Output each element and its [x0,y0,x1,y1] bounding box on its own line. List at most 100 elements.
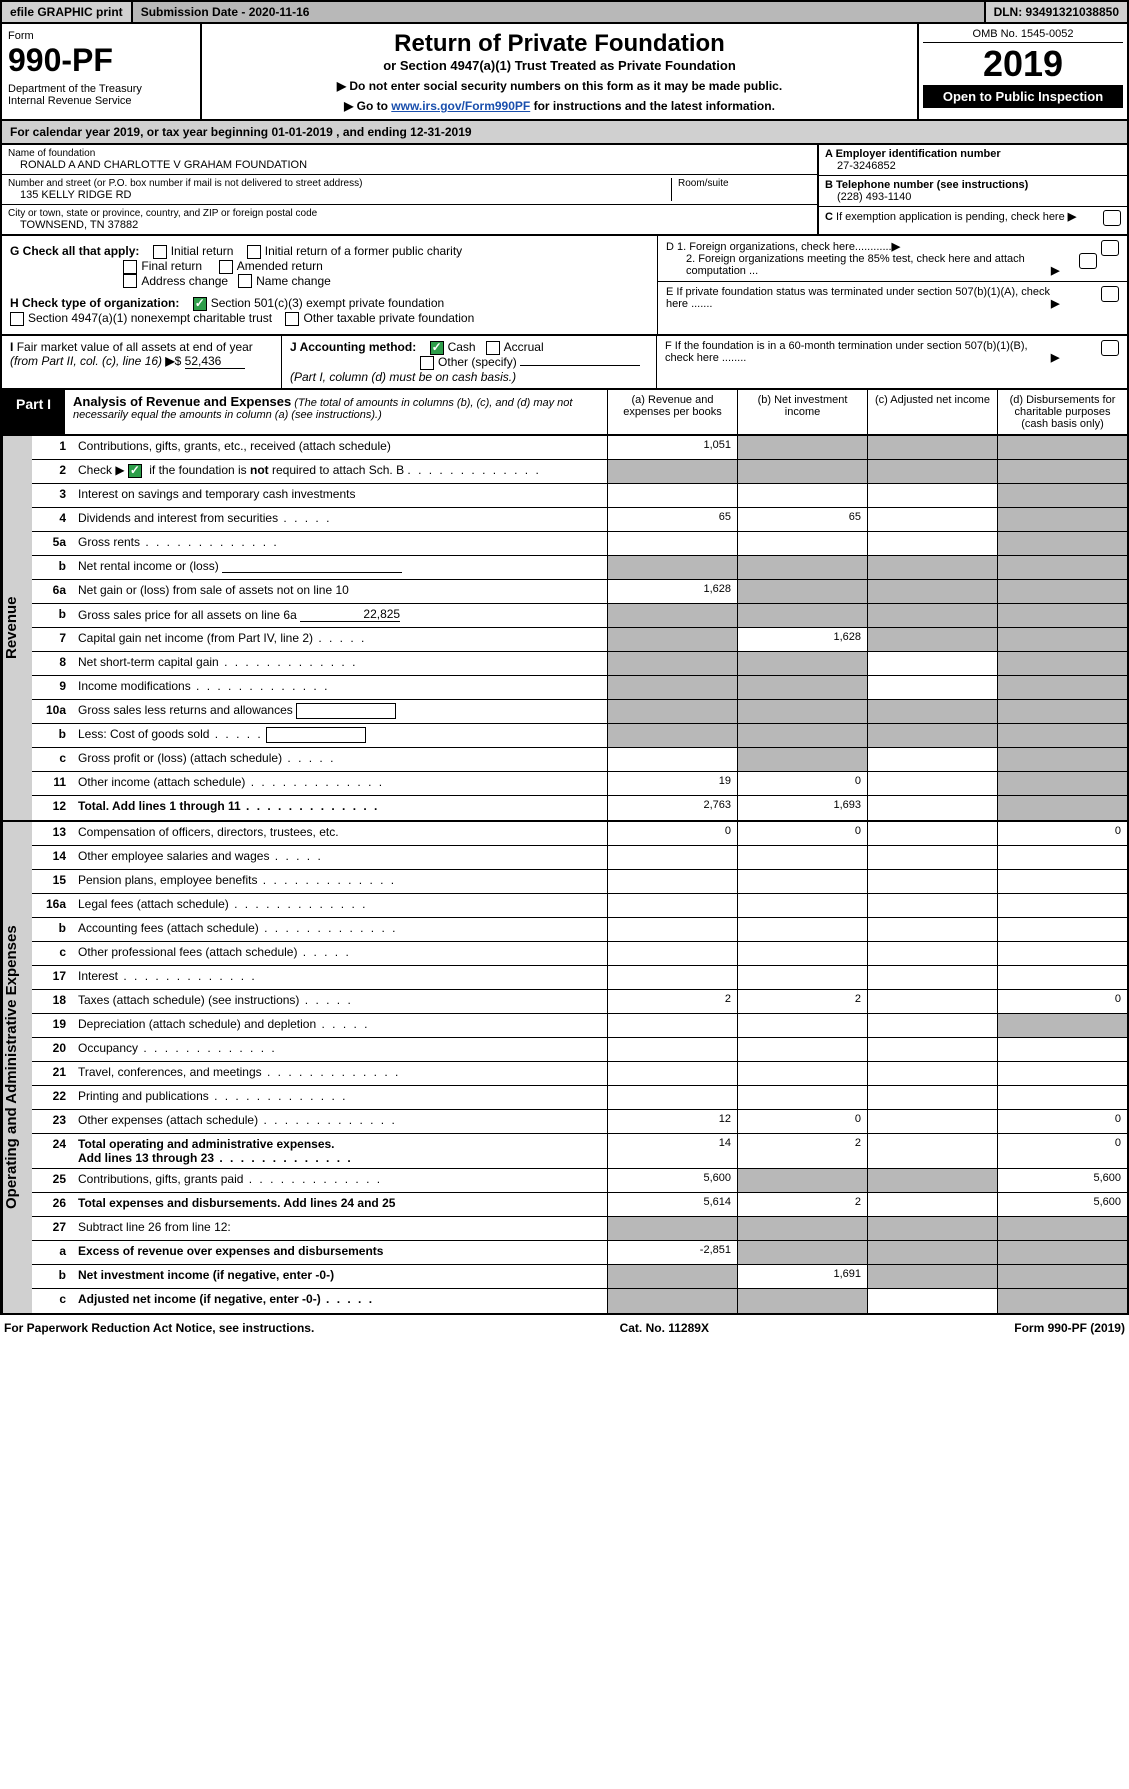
row-25-a: 5,600 [607,1169,737,1192]
room-label: Room/suite [678,178,811,189]
e-checkbox[interactable] [1101,286,1119,302]
row-11-num: 11 [32,772,72,795]
row-27c-b [737,1289,867,1313]
chk-initial-former[interactable] [247,245,261,259]
addr-label: Number and street (or P.O. box number if… [8,178,671,189]
c-label: If exemption application is pending, che… [836,211,1065,223]
row-15-desc: Pension plans, employee benefits [72,870,607,893]
row-10a: 10a Gross sales less returns and allowan… [32,700,1127,724]
row-10b-c [867,724,997,747]
row-21: 21 Travel, conferences, and meetings [32,1062,1127,1086]
row-6b: b Gross sales price for all assets on li… [32,604,1127,628]
row-10a-b [737,700,867,723]
row-1-a: 1,051 [607,436,737,459]
chk-4947[interactable] [10,312,24,326]
chk-final-return[interactable] [123,260,137,274]
row-18-desc: Taxes (attach schedule) (see instruction… [72,990,607,1013]
c-checkbox[interactable] [1103,210,1121,226]
i-cell: I Fair market value of all assets at end… [2,336,282,388]
row-10a-num: 10a [32,700,72,723]
row-12: 12 Total. Add lines 1 through 11 2,763 1… [32,796,1127,820]
row-16c-a [607,942,737,965]
row-16c-num: c [32,942,72,965]
row-10b: b Less: Cost of goods sold [32,724,1127,748]
part1-title: Analysis of Revenue and Expenses (The to… [65,390,607,434]
checks-left: G Check all that apply: Initial return I… [2,236,657,334]
opt-address-change: Address change [141,274,228,288]
row-27b-c [867,1265,997,1288]
g-label: G Check all that apply: [10,244,139,258]
row-10c-b [737,748,867,771]
row-24-a: 14 [607,1134,737,1168]
chk-name-change[interactable] [238,274,252,288]
chk-sch-b[interactable] [128,464,142,478]
efile-label[interactable]: efile GRAPHIC print [2,2,133,22]
row-2-c [867,460,997,483]
f-checkbox[interactable] [1101,340,1119,356]
row-22-desc: Printing and publications [72,1086,607,1109]
row-17-c [867,966,997,989]
row-8-b [737,652,867,675]
row-14-desc: Other employee salaries and wages [72,846,607,869]
row-4-a: 65 [607,508,737,531]
row-26-b: 2 [737,1193,867,1216]
form-label: Form [8,30,194,42]
row-27-b [737,1217,867,1240]
row-11-c [867,772,997,795]
chk-cash[interactable] [430,341,444,355]
row-5a-a [607,532,737,555]
page-footer: For Paperwork Reduction Act Notice, see … [0,1315,1129,1341]
row-27-num: 27 [32,1217,72,1240]
row-9-a [607,676,737,699]
chk-other-method[interactable] [420,356,434,370]
city-cell: City or town, state or province, country… [2,205,817,234]
row-27c-desc: Adjusted net income (if negative, enter … [72,1289,607,1313]
row-6a-num: 6a [32,580,72,603]
row-21-c [867,1062,997,1085]
opt-final-return: Final return [141,259,202,273]
opt-4947: Section 4947(a)(1) nonexempt charitable … [28,311,272,325]
row-10b-d [997,724,1127,747]
f-label: F If the foundation is in a 60-month ter… [665,340,1051,364]
chk-501c3[interactable] [193,297,207,311]
d2-checkbox[interactable] [1079,253,1097,269]
d1-checkbox[interactable] [1101,240,1119,256]
row-26-a: 5,614 [607,1193,737,1216]
e-cell: E If private foundation status was termi… [658,282,1127,314]
row-10a-d [997,700,1127,723]
row-15: 15 Pension plans, employee benefits [32,870,1127,894]
chk-initial-return[interactable] [153,245,167,259]
row-27b-a [607,1265,737,1288]
row-25: 25 Contributions, gifts, grants paid 5,6… [32,1169,1127,1193]
row-13-a: 0 [607,822,737,845]
row-3: 3 Interest on savings and temporary cash… [32,484,1127,508]
row-10a-a [607,700,737,723]
row-1-d [997,436,1127,459]
row-9-c [867,676,997,699]
row-20: 20 Occupancy [32,1038,1127,1062]
header-left: Form 990-PF Department of the TreasuryIn… [2,24,202,119]
open-to-public: Open to Public Inspection [923,85,1123,108]
row-19-num: 19 [32,1014,72,1037]
row-17: 17 Interest [32,966,1127,990]
row-14: 14 Other employee salaries and wages [32,846,1127,870]
row-4: 4 Dividends and interest from securities… [32,508,1127,532]
chk-accrual[interactable] [486,341,500,355]
row-24-b: 2 [737,1134,867,1168]
row-25-num: 25 [32,1169,72,1192]
row-14-c [867,846,997,869]
row-11-d [997,772,1127,795]
header-center: Return of Private Foundation or Section … [202,24,917,119]
irs-link[interactable]: www.irs.gov/Form990PF [391,99,530,113]
row-7-c [867,628,997,651]
row-16b-num: b [32,918,72,941]
chk-amended[interactable] [219,260,233,274]
chk-other-taxable[interactable] [285,312,299,326]
row-21-a [607,1062,737,1085]
row-7-d [997,628,1127,651]
opt-cash: Cash [448,340,476,354]
chk-address-change[interactable] [123,274,137,288]
checks-gh: G Check all that apply: Initial return I… [0,236,1129,336]
row-23-desc: Other expenses (attach schedule) [72,1110,607,1133]
row-16a-a [607,894,737,917]
